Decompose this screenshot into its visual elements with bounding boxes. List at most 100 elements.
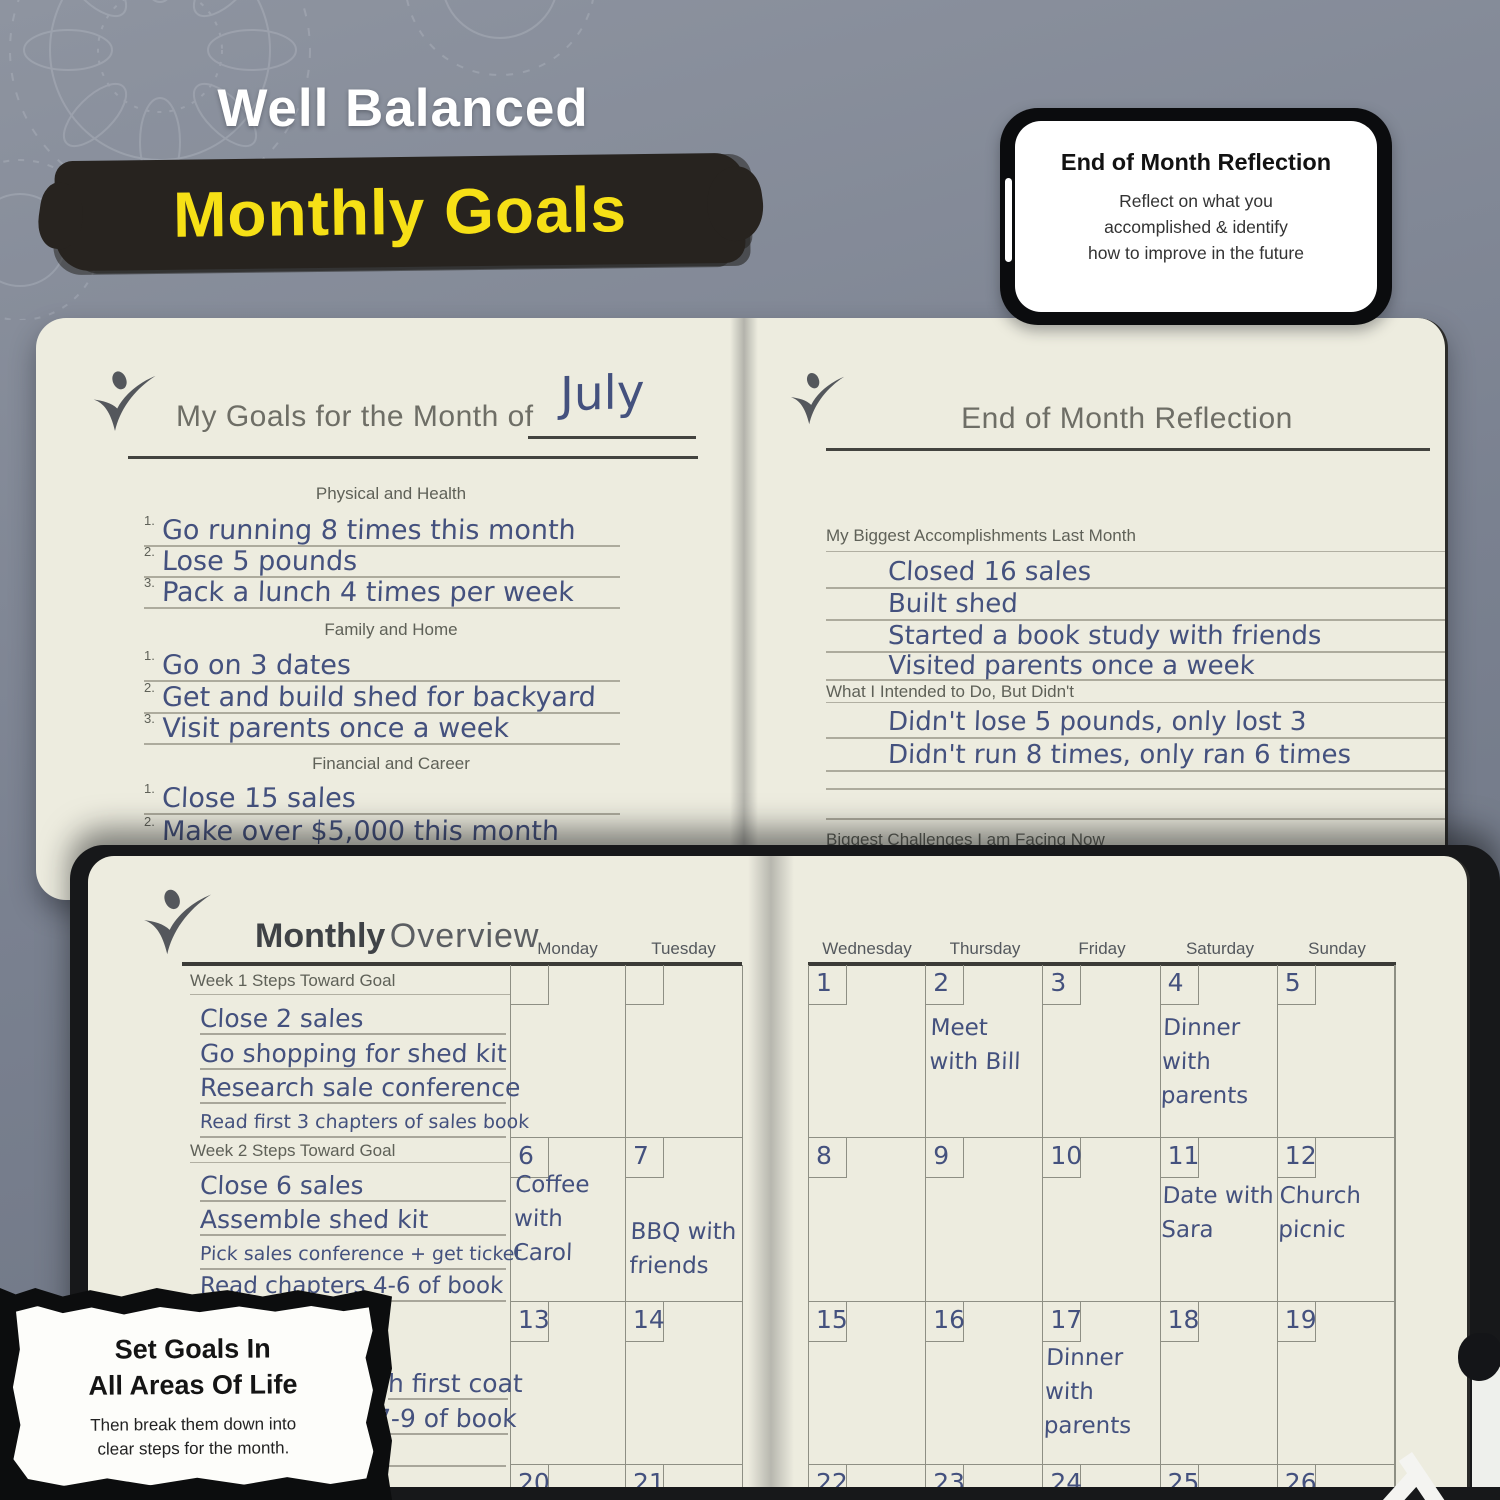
headline-main: Monthly Goals [172, 173, 628, 251]
headline-top: Well Balanced [217, 79, 589, 138]
page-gutter [730, 318, 758, 900]
cell-note: Date with Sara [1160, 1183, 1275, 1243]
page-block-edge [1472, 1360, 1500, 1487]
day-cell: 14 [626, 1302, 742, 1465]
day-number: 14 [626, 1302, 665, 1342]
day-cell: 13 [511, 1302, 626, 1465]
reflection-label-accomplishments: My Biggest Accomplishments Last Month [826, 526, 1445, 552]
day-number [626, 965, 664, 1005]
calendar-cell: 4 [1160, 965, 1278, 1138]
step-item: Research sale conference [200, 1070, 521, 1104]
day-number [511, 965, 549, 1005]
cell-note: BBQ with friends [628, 1219, 737, 1279]
callout-line: Reflect on what you [1119, 191, 1273, 211]
reflection-callout-card: End of Month Reflection Reflect on what … [1015, 121, 1377, 312]
calendar-grid: 1 2 3 4 5 8 9 10 11 12 15 16 17 18 19 22… [808, 965, 1396, 1487]
page-gutter [748, 856, 794, 1487]
day-number: 7 [626, 1138, 664, 1178]
reflection-entry: Closed 16 sales [826, 555, 1445, 589]
col-header-sunday: Sunday [1308, 939, 1366, 958]
entry-text: Visited parents once a week [887, 651, 1256, 681]
col-header-tuesday: Tuesday [651, 939, 716, 958]
day-number: 2 [926, 965, 965, 1005]
day-cell: 20 [511, 1465, 626, 1487]
step-text: h first coat [387, 1369, 524, 1398]
calendar-cell: 22 [809, 1465, 927, 1487]
calendar-cell: 5 [1277, 965, 1395, 1138]
reflection-entry: Built shed [826, 587, 1445, 621]
item-number: 1. [144, 513, 155, 528]
day-number: 18 [1160, 1302, 1199, 1342]
goal-item: 2. Make over $5,000 this month [144, 814, 620, 848]
reflection-label-intended: What I Intended to Do, But Didn't [826, 682, 1445, 703]
entry-text: Built shed [887, 589, 1019, 619]
item-number: 2. [144, 814, 155, 829]
reflection-page-title: End of Month Reflection [961, 402, 1293, 435]
goal-item: 1. Go on 3 dates [144, 648, 620, 682]
reflection-callout: End of Month Reflection Reflect on what … [1000, 108, 1392, 325]
step-text: Assemble shed kit [199, 1205, 429, 1234]
section-label-physical: Physical and Health [315, 484, 467, 503]
calendar-cell: 26 [1278, 1465, 1395, 1487]
reflection-callout-title: End of Month Reflection [1060, 149, 1332, 175]
cell-note: Meet with Bill [928, 1015, 1021, 1075]
calendar-cell: 10 [1043, 1138, 1161, 1302]
goals-callout-title: Set Goals In All Areas Of Life [13, 1330, 373, 1405]
day-number: 15 [809, 1302, 848, 1342]
reflection-entry: Started a book study with friends [826, 619, 1445, 653]
day-number: 3 [1043, 965, 1082, 1005]
calendar-cell: 17 [1043, 1302, 1161, 1465]
brand-logo-icon [144, 889, 212, 955]
day-number: 1 [809, 965, 847, 1005]
reflection-entry: Didn't run 8 times, only ran 6 times [826, 738, 1445, 772]
step-item: Read first 3 chapters of sales book [200, 1104, 530, 1138]
day-number: 19 [1277, 1302, 1317, 1342]
calendar-cell: 16 [926, 1302, 1044, 1465]
blank-rule [378, 1465, 506, 1467]
cell-note: Coffee with Carol [512, 1172, 590, 1266]
reflection-entry: Visited parents once a week [826, 649, 1445, 681]
goals-reflection-spread: My Goals for the Month of July Physical … [36, 318, 1448, 900]
day-cell [511, 965, 626, 1138]
col-header-friday: Friday [1078, 939, 1126, 958]
day-cell [626, 965, 742, 1138]
callout-title-line: Set Goals In [114, 1333, 271, 1365]
calendar-cell: 23 [926, 1465, 1044, 1487]
day-number: 13 [511, 1302, 550, 1342]
step-item: Go shopping for shed kit [200, 1036, 507, 1070]
step-text: Research sale conference [199, 1073, 521, 1102]
callout-line: accomplished & identify [1104, 217, 1288, 237]
goal-item: 2. Lose 5 pounds [144, 544, 620, 578]
day-number: 10 [1043, 1138, 1082, 1178]
day-number: 17 [1043, 1302, 1082, 1342]
day-number: 16 [926, 1302, 965, 1342]
entry-text: Didn't lose 5 pounds, only lost 3 [887, 707, 1307, 737]
calendar-cell: 9 [926, 1138, 1044, 1302]
reflection-entry: Didn't lose 5 pounds, only lost 3 [826, 705, 1445, 739]
calendar-cell: 25 [1161, 1465, 1278, 1487]
item-number: 3. [144, 711, 155, 726]
reflection-title-underline [826, 448, 1430, 451]
col-header-wednesday: Wednesday [822, 939, 912, 958]
day-number: 26 [1278, 1465, 1317, 1487]
overview-page-title: Monthly Overview [255, 917, 539, 956]
step-item-partial: h first coat [388, 1366, 523, 1400]
callout-title-line: All Areas Of Life [88, 1369, 298, 1401]
goal-text: Go on 3 dates [161, 650, 352, 681]
col-header-thursday: Thursday [949, 939, 1021, 958]
calendar-cell: 19 [1277, 1302, 1395, 1465]
brand-logo-icon [790, 372, 845, 425]
calendar-cell: 24 [1043, 1465, 1161, 1487]
goal-item: 1. Go running 8 times this month [144, 513, 620, 547]
grid-top-rule-left [182, 962, 742, 966]
month-field: July [560, 364, 645, 423]
callout-line: how to improve in the future [1088, 243, 1304, 263]
day-number: 9 [926, 1138, 965, 1178]
entry-text: Started a book study with friends [887, 621, 1323, 651]
calendar-cell: 15 [809, 1302, 927, 1465]
brand-logo-icon [93, 371, 156, 431]
step-item: Close 2 sales [200, 1001, 506, 1035]
goal-text: Pack a lunch 4 times per week [161, 577, 575, 608]
step-item: Close 6 sales [200, 1168, 506, 1202]
